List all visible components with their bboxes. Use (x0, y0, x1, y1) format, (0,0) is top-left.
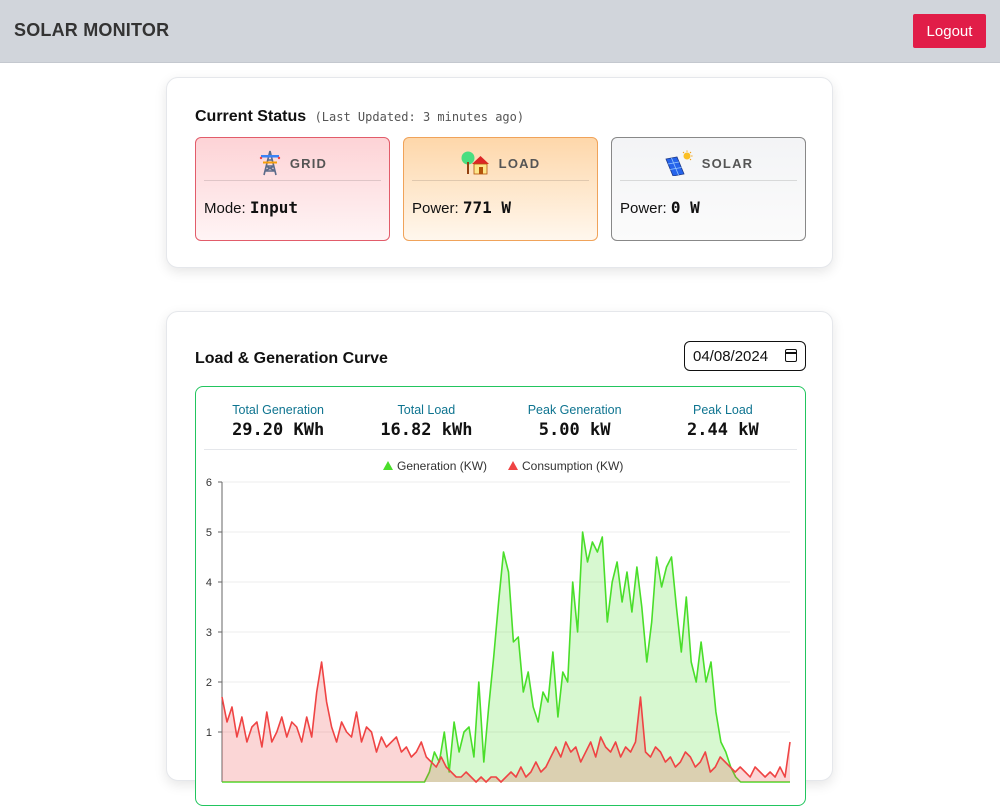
top-bar: SOLAR MONITOR Logout (0, 0, 1000, 63)
solar-power-field: Power: (620, 200, 667, 217)
y-tick-label: 1 (206, 727, 212, 739)
grid-status-box: GRID Mode: Input (195, 137, 390, 241)
grid-header: GRID (204, 146, 381, 181)
stat-peak-load: Peak Load 2.44 kW (649, 387, 797, 449)
grid-mode: Mode: Input (204, 198, 298, 217)
y-tick-label: 5 (206, 527, 212, 539)
app-title: SOLAR MONITOR (14, 20, 170, 40)
load-power-value: 771 W (462, 198, 512, 217)
stat-label: Peak Generation (527, 403, 622, 417)
solar-status-box: SOLAR Power: 0 W (611, 137, 806, 241)
last-updated-text: (Last Updated: 3 minutes ago) (314, 110, 525, 124)
load-generation-card: Load & Generation Curve 04/08/2024 Total… (166, 311, 833, 806)
transmission-tower-icon (259, 150, 281, 176)
stat-value: 29.20 KWh (232, 420, 325, 440)
y-tick-label: 2 (206, 677, 212, 689)
generation-area (222, 532, 790, 782)
logout-button[interactable]: Logout (913, 14, 986, 48)
y-tick-label: 6 (206, 477, 212, 489)
grid-label: GRID (289, 155, 328, 171)
load-generation-chart: 6 5 4 3 2 1 Generation (KW) Consumption (KW) (206, 459, 791, 783)
date-picker[interactable]: 04/08/2024 (684, 341, 806, 371)
load-header: LOAD (412, 146, 589, 181)
stat-total-generation: Total Generation 29.20 KWh (204, 387, 352, 449)
generation-legend-marker (383, 461, 393, 470)
solar-header: SOLAR (620, 146, 797, 181)
house-with-tree-icon (461, 151, 489, 175)
stat-label: Total Generation (232, 403, 324, 417)
grid-mode-value: Input (249, 198, 299, 217)
solar-panel-icon (665, 150, 693, 176)
summary-stats: Total Generation 29.20 KWh Total Load 16… (204, 387, 797, 450)
load-power: Power: 771 W (412, 198, 511, 217)
chart-container: Total Generation 29.20 KWh Total Load 16… (195, 386, 806, 806)
load-power-field: Power: (412, 200, 459, 217)
grid-mode-field: Mode: (204, 200, 246, 217)
stat-value: 5.00 kW (538, 420, 611, 440)
status-title: Current Status (195, 108, 307, 125)
consumption-legend-marker (508, 461, 518, 470)
curve-title: Load & Generation Curve (195, 350, 388, 367)
y-tick-label: 3 (206, 627, 212, 639)
current-status-card: Current Status (Last Updated: 3 minutes … (166, 77, 833, 268)
stat-total-load: Total Load 16.82 kWh (352, 387, 500, 449)
stat-value: 16.82 kWh (380, 420, 473, 440)
load-label: LOAD (498, 155, 541, 171)
solar-power-value: 0 W (670, 198, 700, 217)
status-heading: Current Status (Last Updated: 3 minutes … (195, 108, 524, 126)
load-status-box: LOAD Power: 771 W (403, 137, 598, 241)
stat-value: 2.44 kW (687, 420, 759, 440)
stat-peak-generation: Peak Generation 5.00 kW (501, 387, 649, 449)
y-tick-label: 4 (206, 577, 212, 589)
solar-label: SOLAR (701, 155, 754, 171)
calendar-icon[interactable] (785, 349, 797, 362)
stat-label: Total Load (397, 403, 456, 417)
generation-legend-label: Generation (KW) (397, 459, 487, 473)
solar-power: Power: 0 W (620, 198, 700, 217)
date-value: 04/08/2024 (693, 347, 769, 365)
stat-label: Peak Load (692, 403, 753, 417)
consumption-legend-label: Consumption (KW) (522, 459, 623, 473)
